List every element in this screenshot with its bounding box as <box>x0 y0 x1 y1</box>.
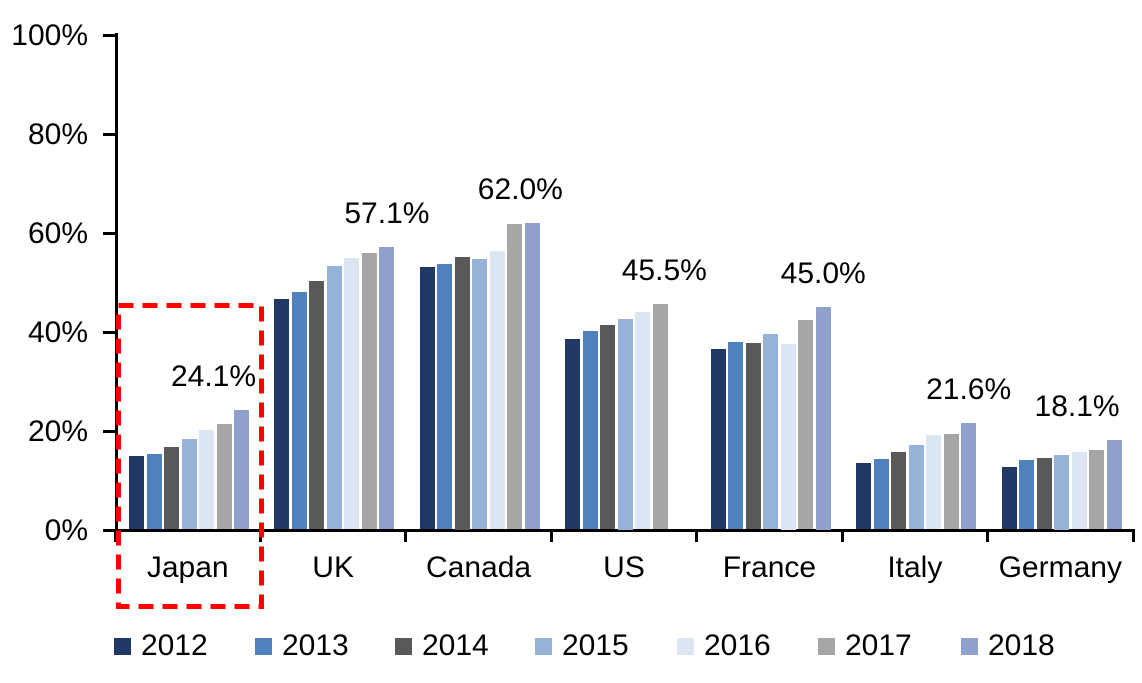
y-axis-tick-label: 60% <box>27 216 88 250</box>
legend-swatch-2012 <box>114 637 131 655</box>
legend-label-2013: 2013 <box>282 629 349 662</box>
legend-swatch-2016 <box>677 637 694 655</box>
bar-uk-2015 <box>326 265 342 530</box>
bar-italy-2017 <box>943 433 959 530</box>
bar-us-2012 <box>565 339 581 530</box>
legend-label-2014: 2014 <box>422 629 489 662</box>
data-label-us: 45.5% <box>621 254 707 288</box>
y-axis-line <box>115 33 118 532</box>
legend-item-2017: 2017 <box>818 629 912 663</box>
bar-italy-2015 <box>908 444 924 530</box>
x-axis-label-canada: Canada <box>426 551 532 584</box>
bar-germany-2016 <box>1071 451 1087 530</box>
bar-canada-2014 <box>454 257 470 530</box>
data-label-canada: 62.0% <box>477 172 563 206</box>
bar-italy-2013 <box>873 458 889 530</box>
bar-us-2015 <box>617 319 633 530</box>
bar-germany-2014 <box>1036 458 1052 530</box>
x-axis-label-france: France <box>722 551 817 584</box>
legend-item-2014: 2014 <box>395 629 489 663</box>
bar-germany-2012 <box>1001 467 1017 530</box>
bar-uk-2017 <box>361 252 377 530</box>
legend-label-2012: 2012 <box>141 629 208 662</box>
legend-swatch-2013 <box>255 637 272 655</box>
y-axis-tick-label: 80% <box>27 117 88 151</box>
legend-item-2018: 2018 <box>961 629 1055 663</box>
legend-label-2016: 2016 <box>704 629 771 662</box>
y-axis-tick <box>103 331 118 334</box>
bar-france-2018 <box>815 306 831 530</box>
bar-france-2016 <box>780 343 796 530</box>
x-axis-label-uk: UK <box>312 551 354 584</box>
y-axis-tick-label: 40% <box>27 315 88 349</box>
bar-italy-2016 <box>926 434 942 530</box>
bar-uk-2016 <box>344 257 360 530</box>
bar-us-2016 <box>635 312 651 530</box>
bar-france-2017 <box>798 319 814 530</box>
y-axis-tick <box>103 430 118 433</box>
legend-swatch-2018 <box>961 637 978 655</box>
bar-italy-2012 <box>856 463 872 530</box>
x-axis-tick <box>695 529 699 542</box>
legend-item-2012: 2012 <box>114 629 208 663</box>
y-axis-tick-label: 0% <box>44 513 88 547</box>
bar-canada-2012 <box>419 266 435 530</box>
legend-label-2015: 2015 <box>562 629 629 662</box>
data-label-uk: 57.1% <box>344 196 430 230</box>
bar-germany-2018 <box>1106 439 1122 530</box>
y-axis-tick <box>103 529 118 532</box>
bar-italy-2018 <box>961 422 977 530</box>
bar-france-2013 <box>728 342 744 530</box>
bar-france-2015 <box>763 334 779 530</box>
bar-uk-2014 <box>309 281 325 530</box>
x-axis-label-us: US <box>603 551 645 584</box>
legend-label-2018: 2018 <box>988 629 1055 662</box>
bar-us-2017 <box>652 304 668 530</box>
bar-us-2013 <box>582 330 598 530</box>
legend-item-2016: 2016 <box>677 629 771 663</box>
bar-canada-2015 <box>472 258 488 530</box>
x-axis-tick <box>113 529 117 542</box>
bar-france-2012 <box>710 348 726 530</box>
bar-canada-2016 <box>489 250 505 530</box>
bar-germany-2013 <box>1019 460 1035 530</box>
legend-label-2017: 2017 <box>845 629 912 662</box>
data-label-germany: 18.1% <box>1034 389 1120 423</box>
x-axis-tick <box>986 529 990 542</box>
x-axis-tick <box>840 529 844 542</box>
data-label-italy: 21.6% <box>926 372 1012 406</box>
x-axis-line <box>113 529 1134 532</box>
x-axis-tick <box>1131 529 1135 542</box>
y-axis-tick-label: 100% <box>11 18 88 52</box>
legend-item-2013: 2013 <box>255 629 349 663</box>
bar-canada-2017 <box>507 224 523 530</box>
x-axis-label-germany: Germany <box>998 551 1122 584</box>
bar-uk-2018 <box>379 246 395 530</box>
bar-canada-2013 <box>437 264 453 530</box>
y-axis-tick <box>103 133 118 136</box>
legend-item-2015: 2015 <box>535 629 629 663</box>
y-axis-tick <box>103 232 118 235</box>
y-axis-tick-label: 20% <box>27 414 88 448</box>
y-axis-tick <box>103 34 118 37</box>
legend-swatch-2014 <box>395 637 412 655</box>
legend-swatch-2015 <box>535 637 552 655</box>
x-axis-tick <box>549 529 553 542</box>
data-label-france: 45.0% <box>780 256 866 290</box>
bar-uk-2013 <box>291 291 307 530</box>
bar-germany-2015 <box>1054 455 1070 530</box>
bar-canada-2018 <box>524 222 540 530</box>
bar-france-2014 <box>745 342 761 530</box>
legend-swatch-2017 <box>818 637 835 655</box>
x-axis-tick <box>404 529 408 542</box>
bar-italy-2014 <box>891 452 907 530</box>
bar-germany-2017 <box>1089 449 1105 530</box>
bar-uk-2012 <box>274 299 290 530</box>
x-axis-label-italy: Italy <box>887 551 943 584</box>
bar-us-2014 <box>600 325 616 530</box>
